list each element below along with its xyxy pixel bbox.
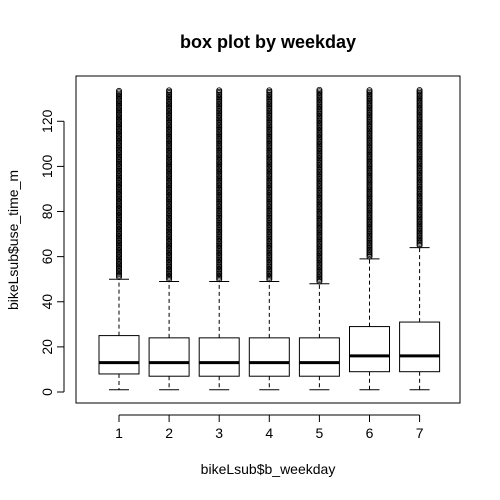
box-7: [399, 87, 441, 391]
box-rect: [248, 337, 290, 377]
x-tick-label: 2: [165, 425, 173, 441]
x-tick-label: 5: [316, 425, 324, 441]
outlier-point: [416, 87, 423, 94]
box-rect: [349, 326, 390, 373]
y-axis: 0 20 40 60 80 100 120: [39, 109, 65, 396]
y-tick-label: 20: [39, 339, 55, 355]
y-axis-label: bikeLsub$use_time_m: [5, 170, 21, 310]
x-tick-label: 4: [265, 425, 273, 441]
box-rect: [98, 335, 140, 375]
chart-title: box plot by weekday: [180, 32, 356, 52]
box-5: [298, 86, 340, 391]
outlier-point: [116, 87, 123, 94]
x-axis: 1 2 3 4 5 6 7: [115, 414, 424, 441]
x-tick-label: 7: [416, 425, 424, 441]
y-tick-label: 60: [39, 249, 55, 265]
box-rect: [298, 337, 340, 377]
outlier-point: [316, 86, 323, 93]
box-6: [349, 87, 390, 391]
y-tick-label: 0: [39, 388, 55, 396]
box-rect: [198, 337, 240, 377]
x-tick-label: 3: [215, 425, 223, 441]
outlier-point: [166, 87, 173, 94]
box-4: [248, 87, 290, 391]
y-tick-label: 80: [39, 204, 55, 220]
plot-frame: [75, 75, 461, 404]
x-axis-label: bikeLsub$b_weekday: [201, 461, 336, 477]
box-2: [148, 87, 190, 391]
x-tick-label: 1: [115, 425, 123, 441]
y-tick-label: 40: [39, 294, 55, 310]
x-tick-label: 6: [366, 425, 374, 441]
outlier-point: [266, 87, 273, 94]
box-rect: [148, 337, 190, 377]
box-3: [198, 87, 240, 391]
box-1: [98, 87, 140, 391]
outlier-point: [216, 87, 223, 94]
outlier-point: [366, 87, 373, 94]
boxes-group: [98, 86, 441, 391]
box-rect: [399, 321, 441, 373]
y-tick-label: 100: [39, 155, 55, 179]
y-tick-label: 120: [39, 109, 55, 133]
